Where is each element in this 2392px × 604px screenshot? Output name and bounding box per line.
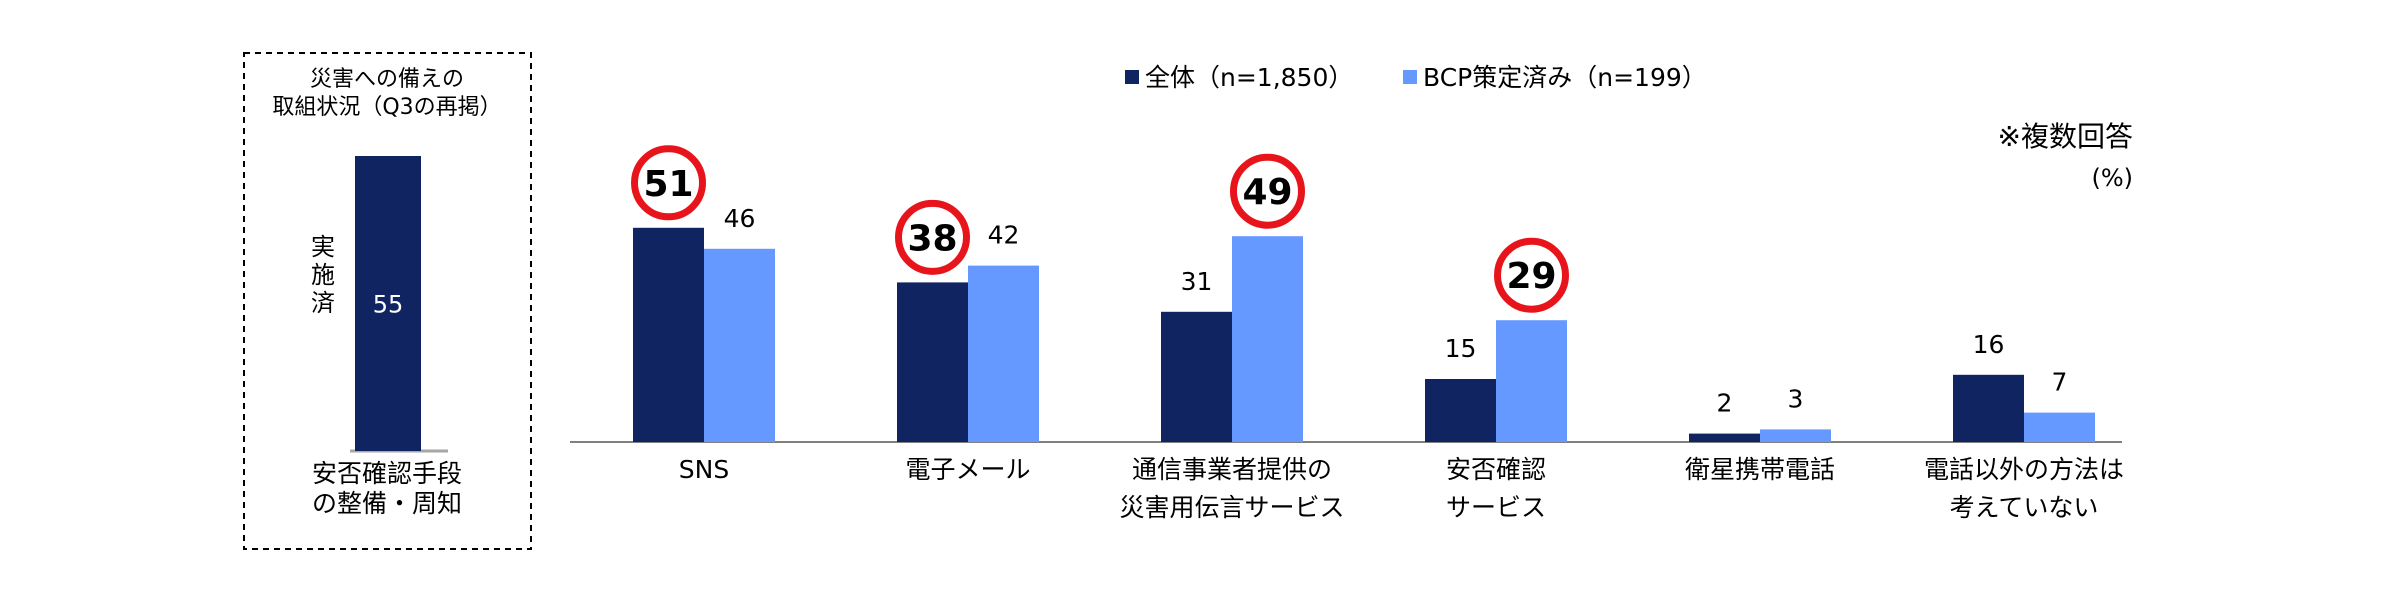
data-bar (897, 282, 968, 442)
bar-value-label: 2 (1717, 389, 1733, 418)
bar-value-label: 42 (988, 221, 1020, 250)
bar-value-label: 31 (1181, 267, 1213, 296)
legend-swatch (1403, 70, 1417, 84)
category-label-line: 衛星携帯電話 (1685, 455, 1835, 484)
inset-panel-border (243, 52, 532, 550)
data-bar (1161, 311, 1232, 442)
category-label-line: サービス (1446, 493, 1546, 522)
data-bar (1232, 236, 1303, 442)
highlight-circle (1494, 237, 1569, 313)
category-label-line: SNS (679, 455, 729, 484)
data-bar (2024, 412, 2095, 442)
highlighted-value-label: 38 (907, 218, 957, 259)
category-label-line: 災害用伝言サービス (1119, 493, 1344, 522)
inset-bar-value-label: 55 (373, 291, 404, 319)
highlighted-value-label: 29 (1506, 256, 1556, 297)
highlight-circle (631, 145, 706, 221)
chart-note: ※複数回答 (1998, 120, 2133, 153)
bar-value-label: 46 (724, 204, 756, 233)
category-label-line: 通信事業者提供の (1132, 455, 1332, 484)
data-bar (1760, 429, 1831, 442)
bar-value-label: 16 (1973, 330, 2005, 359)
data-bar (1953, 374, 2024, 442)
inset-title-line: 災害への備えの (310, 67, 464, 92)
data-bar (1425, 379, 1496, 442)
category-label-line: 安否確認 (1446, 455, 1546, 484)
inset-series-label-char: 実 (311, 233, 335, 261)
legend-swatch (1125, 70, 1139, 84)
category-label-line: 電子メール (905, 455, 1030, 484)
highlighted-value-label: 49 (1242, 172, 1292, 213)
inset-series-label-char: 済 (311, 289, 335, 317)
data-bar (968, 265, 1039, 442)
highlighted-value-label: 51 (643, 164, 693, 205)
inset-series-label-char: 施 (311, 261, 335, 289)
data-bar (704, 248, 775, 442)
data-bar (1496, 320, 1567, 442)
inset-category-label-line: 安否確認手段 (312, 459, 462, 488)
data-bar (1689, 433, 1760, 442)
inset-bar (355, 156, 421, 451)
legend-label: 全体（n=1,850） (1145, 63, 1353, 92)
unit-label: (%) (2091, 164, 2133, 192)
category-label-line: 考えていない (1950, 493, 2099, 522)
legend-label: BCP策定済み（n=199） (1423, 63, 1707, 92)
bar-value-label: 15 (1445, 334, 1477, 363)
data-bar (633, 227, 704, 442)
inset-category-label-line: の整備・周知 (312, 489, 462, 518)
highlight-circle (895, 199, 970, 275)
bar-value-label: 3 (1788, 384, 1804, 413)
bar-value-label: 7 (2052, 368, 2068, 397)
highlight-circle (1230, 153, 1305, 229)
category-label-line: 電話以外の方法は (1924, 455, 2124, 484)
inset-title-line: 取組状況（Q3の再掲） (272, 95, 501, 120)
